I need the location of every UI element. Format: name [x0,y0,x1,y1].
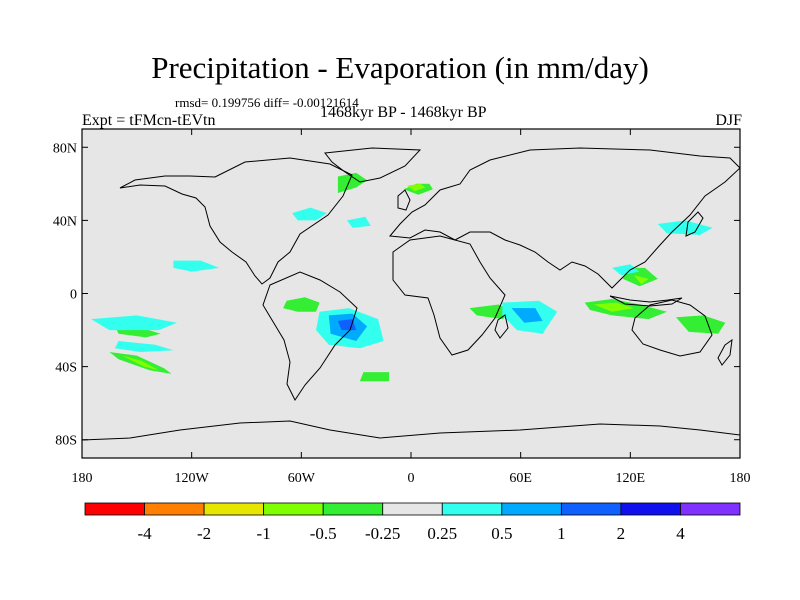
y-tick-label: 40S [55,361,77,376]
uk-coast [397,189,411,211]
antarctica-coast [82,420,740,441]
x-tick-label: 0 [408,471,415,486]
colorbar-swatch-0 [84,502,145,516]
colorbar-swatch-7 [501,502,562,516]
anomaly-region-13 [634,275,649,285]
coastline-layer [82,147,740,441]
anomaly-region-25 [612,264,640,276]
colorbar-label: 2 [617,524,626,543]
colorbar-swatch-10 [680,502,741,516]
colorbar-label: 0.25 [427,524,457,543]
colorbar-label: -1 [257,524,271,543]
colorbar-swatch-5 [382,502,443,516]
colorbar-label: -2 [197,524,211,543]
x-tick-label: 120E [616,471,646,486]
anomaly-region-11 [676,315,726,334]
x-tick-label: 60E [509,471,532,486]
anomaly-region-14 [292,207,327,221]
colorbar-swatch-2 [203,502,265,516]
period-text: 1468kyr BP - 1468kyr BP [320,104,487,121]
x-tick-label: 180 [72,471,93,486]
colorbar-swatch-8 [560,502,622,516]
colorbar-label: 1 [557,524,566,543]
colorbar-label: 4 [676,524,685,543]
colorbar-label: 0.5 [491,524,512,543]
map-background [82,129,740,458]
anomaly-region-0 [337,172,368,193]
x-tick-label: 120W [175,471,210,486]
japan-coast [685,211,704,237]
colorbar-swatch-6 [441,502,503,516]
new-zealand-coast [717,338,733,366]
y-tick-label: 0 [70,288,77,303]
anomaly-region-19 [114,341,174,352]
africa-coast [392,235,506,356]
madagascar-coast [494,314,509,339]
axis-ticks: 80N 40N 0 40S 80S 180 120W 60W 0 60E 120E 180 [53,129,751,486]
anomaly-region-17 [657,220,713,235]
x-tick-label: 60W [288,471,316,486]
australia-coast [631,299,713,357]
y-tick-label: 80N [53,141,77,156]
eurasia-coast [389,147,740,289]
indonesia-coast [609,295,683,307]
anomaly-region-18 [91,315,177,331]
y-tick-label: 40N [53,214,77,229]
x-tick-label: 180 [730,471,751,486]
colorbar-swatch-4 [322,502,384,516]
north-america-coast [119,157,353,285]
colorbar-swatch-3 [263,502,324,516]
greenland-coast [324,147,422,183]
stats-text: rmsd= 0.199756 diff= -0.00121614 [175,95,359,110]
experiment-text: Expt = tFMcn-tEVtn [82,112,216,129]
colorbar-swatch-9 [620,502,681,516]
anomaly-region-24 [511,308,543,323]
anomaly-region-16 [347,216,371,228]
anomaly-region-4 [122,355,159,371]
y-tick-label: 80S [55,434,77,449]
anomaly-region-22 [337,319,357,331]
anomaly-layer [91,172,726,382]
colorbar-label: -4 [137,524,152,543]
colorbar: -4 -2 -1 -0.5 -0.25 0.25 0.5 1 2 4 [84,502,741,543]
south-america-coast [262,271,358,401]
colorbar-swatch-1 [144,502,205,516]
plot-title: Precipitation - Evaporation (in mm/day) [151,50,649,85]
anomaly-region-7 [359,372,390,382]
anomaly-region-10 [593,302,634,312]
anomaly-region-15 [173,260,220,272]
anomaly-region-6 [283,297,320,312]
colorbar-label: -0.25 [365,524,400,543]
colorbar-label: -0.5 [310,524,337,543]
anomaly-region-2 [407,183,426,192]
season-text: DJF [715,112,742,129]
